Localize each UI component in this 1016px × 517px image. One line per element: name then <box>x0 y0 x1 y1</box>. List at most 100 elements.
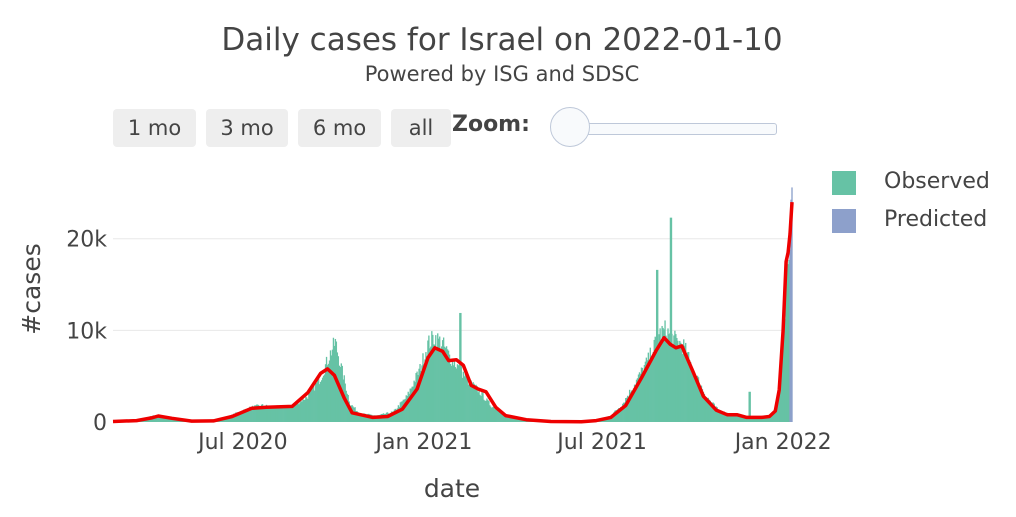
observed-bar <box>446 349 449 422</box>
observed-bar <box>513 416 516 422</box>
observed-bar <box>480 396 482 422</box>
observed-bar <box>409 388 411 422</box>
x-tick-label: Jan 2021 <box>374 430 473 455</box>
observed-bar <box>399 402 402 422</box>
observed-bar <box>453 361 456 422</box>
observed-bar <box>786 261 788 422</box>
observed-bar <box>481 391 483 422</box>
range-button-all[interactable]: all <box>391 109 451 147</box>
observed-bar <box>456 364 459 422</box>
observed-bar <box>412 386 414 422</box>
observed-bar <box>631 390 634 422</box>
observed-bar <box>158 416 160 422</box>
observed-bar <box>772 411 774 422</box>
observed-bar <box>163 417 165 422</box>
observed-bar <box>747 416 749 422</box>
observed-bar <box>457 365 460 422</box>
observed-bar <box>171 418 173 422</box>
observed-bar <box>695 375 698 422</box>
observed-bar <box>767 415 770 422</box>
observed-bar <box>738 415 740 422</box>
observed-bar <box>267 407 270 422</box>
range-button-6-months[interactable]: 6 mo <box>298 109 381 147</box>
observed-bar <box>342 379 344 422</box>
observed-bar <box>725 413 727 422</box>
observed-bar <box>773 409 775 422</box>
observed-bar <box>313 384 315 422</box>
observed-bar <box>249 406 251 422</box>
observed-bar <box>251 406 253 422</box>
observed-bar <box>491 407 493 422</box>
observed-bar <box>365 413 367 422</box>
observed-bar <box>754 417 757 422</box>
range-button-3-months[interactable]: 3 mo <box>206 109 288 147</box>
observed-bar <box>765 416 768 422</box>
observed-bar <box>242 411 244 422</box>
observed-bar <box>303 400 305 422</box>
observed-bar <box>745 416 747 422</box>
observed-bar <box>441 346 443 422</box>
observed-bar <box>389 412 392 422</box>
observed-bar <box>317 380 319 422</box>
observed-bar <box>667 328 669 422</box>
legend-item-predicted[interactable]: Predicted <box>832 206 1002 236</box>
observed-bar <box>716 407 718 422</box>
observed-bar <box>753 417 756 422</box>
legend-item-observed[interactable]: Observed <box>832 168 1002 198</box>
observed-bar <box>766 416 769 422</box>
observed-bar <box>774 409 776 422</box>
observed-bar <box>653 339 655 422</box>
observed-bar <box>666 342 668 422</box>
observed-bar <box>503 413 506 422</box>
observed-bar <box>250 408 252 422</box>
observed-bar <box>400 401 402 422</box>
observed-bar <box>414 382 416 422</box>
observed-bar <box>427 340 429 422</box>
observed-bar <box>658 334 660 422</box>
observed-bar <box>477 392 479 422</box>
observed-bar <box>472 382 474 422</box>
observed-bar <box>311 387 313 422</box>
observed-bar <box>273 408 276 422</box>
observed-bar <box>703 393 706 422</box>
observed-bar <box>265 404 268 422</box>
observed-bar <box>742 415 744 422</box>
observed-bar <box>499 412 501 422</box>
observed-bar <box>413 380 415 422</box>
observed-bar <box>246 409 248 422</box>
observed-bar <box>315 382 317 422</box>
observed-bar <box>712 402 714 422</box>
observed-bar <box>489 405 491 422</box>
range-button-1-month[interactable]: 1 mo <box>113 109 196 147</box>
observed-bar <box>627 396 630 422</box>
observed-bar <box>755 417 758 422</box>
zoom-slider-knob[interactable] <box>550 107 590 147</box>
observed-bar <box>252 405 254 422</box>
observed-bar <box>422 353 424 422</box>
y-tick-label: 0 <box>93 411 107 436</box>
observed-bar <box>779 378 781 422</box>
observed-bar <box>294 404 296 422</box>
observed-bar <box>304 399 306 422</box>
observed-bar <box>288 407 290 422</box>
observed-bar <box>771 413 773 422</box>
observed-bar <box>439 336 441 422</box>
observed-bar <box>432 334 434 422</box>
observed-bar <box>469 382 471 422</box>
observed-bar <box>750 417 753 422</box>
observed-bar <box>478 389 480 422</box>
observed-bar <box>256 404 259 422</box>
observed-bar <box>488 401 490 422</box>
observed-bar <box>619 408 621 422</box>
observed-bar <box>691 372 694 422</box>
observed-bar <box>701 389 704 422</box>
observed-bar <box>648 361 650 422</box>
observed-bar <box>421 365 423 422</box>
observed-bar <box>429 348 431 422</box>
observed-bar <box>628 389 631 422</box>
observed-bar <box>688 352 690 422</box>
observed-bar <box>787 264 789 422</box>
observed-bar <box>258 406 261 422</box>
observed-bar <box>397 405 400 422</box>
